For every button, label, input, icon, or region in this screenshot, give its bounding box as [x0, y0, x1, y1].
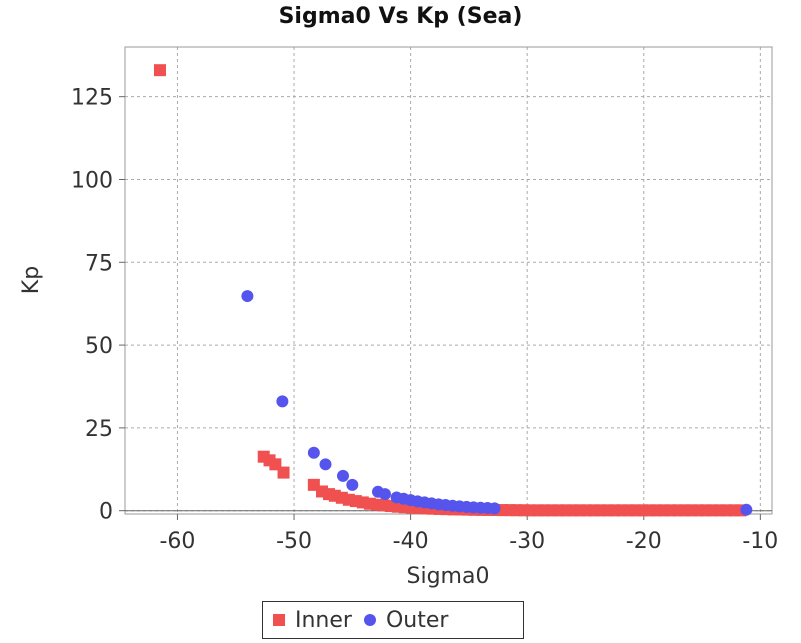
- x-tick-label: -20: [626, 529, 662, 554]
- outer-point: [346, 478, 359, 491]
- x-tick-label: -60: [159, 529, 195, 554]
- chart-title: Sigma0 Vs Kp (Sea): [278, 4, 523, 29]
- axes: [119, 96, 772, 520]
- legend-item-inner: Inner: [273, 608, 352, 633]
- y-tick-label: 125: [71, 86, 113, 111]
- y-tick-label: 75: [85, 251, 113, 276]
- y-axis-title: Kp: [19, 266, 44, 294]
- series-inner: [153, 64, 747, 517]
- y-tick-label: 50: [85, 334, 113, 359]
- grid-lines: [125, 47, 772, 514]
- series-markers: [153, 64, 753, 517]
- inner-point: [384, 500, 397, 513]
- y-tick-label: 0: [99, 500, 113, 525]
- y-tick-label: 100: [71, 168, 113, 193]
- x-tick-label: -40: [393, 529, 429, 554]
- inner-point: [510, 504, 523, 517]
- x-tick-label: -10: [742, 529, 778, 554]
- outer-point: [307, 446, 320, 459]
- tick-labels: -60 -50 -40 -30 -20 -10 0 25 50 75 100 125: [71, 86, 778, 554]
- square-marker-icon: [273, 614, 285, 626]
- circle-marker-icon: [363, 614, 376, 626]
- legend-item-outer: Outer: [363, 607, 449, 633]
- scatter-chart: -60 -50 -40 -30 -20 -10 0 25 50 75 100 125 Sigma0 K…: [19, 46, 778, 589]
- outer-point: [319, 458, 332, 471]
- legend-label-inner: Inner: [295, 607, 352, 633]
- series-outer: [241, 290, 753, 516]
- plot-area: [124, 46, 773, 515]
- x-tick-label: -50: [276, 529, 312, 554]
- legend: Inner Outer: [262, 601, 524, 639]
- outer-point: [740, 503, 753, 516]
- inner-point: [153, 64, 166, 77]
- outer-point: [488, 502, 501, 515]
- x-tick-label: -30: [509, 529, 545, 554]
- y-tick-label: 25: [85, 417, 113, 442]
- outer-point: [378, 488, 391, 501]
- outer-point: [336, 469, 349, 482]
- outer-point: [276, 395, 289, 408]
- x-axis-title: Sigma0: [407, 564, 490, 589]
- outer-point: [241, 290, 254, 303]
- legend-label-outer: Outer: [385, 607, 449, 633]
- inner-point: [277, 466, 290, 479]
